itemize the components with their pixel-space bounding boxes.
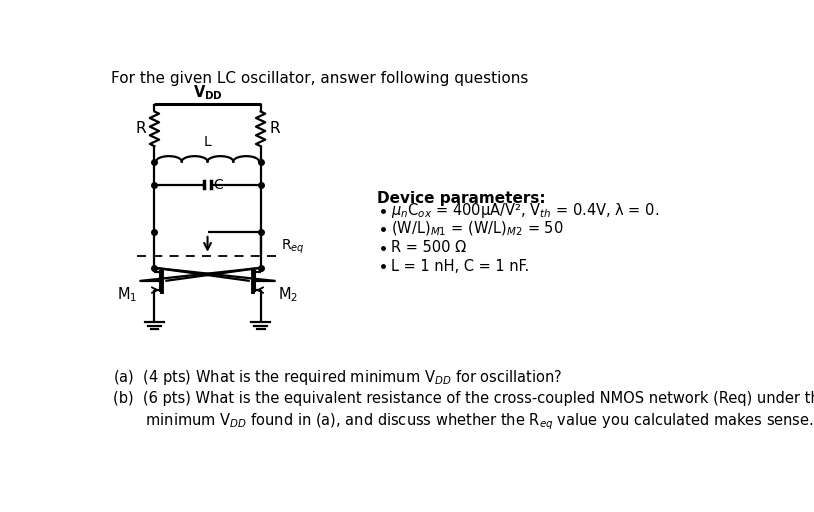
Text: R = 500 Ω: R = 500 Ω	[391, 240, 466, 255]
Text: V$_{\mathbf{DD}}$: V$_{\mathbf{DD}}$	[193, 83, 222, 102]
Text: (W/L)$_{M1}$ = (W/L)$_{M2}$ = 50: (W/L)$_{M1}$ = (W/L)$_{M2}$ = 50	[391, 220, 563, 239]
Text: minimum V$_{DD}$ found in (a), and discuss whether the R$_{eq}$ value you calcul: minimum V$_{DD}$ found in (a), and discu…	[112, 411, 813, 432]
Text: C: C	[213, 178, 223, 191]
Text: M$_2$: M$_2$	[278, 285, 298, 304]
Text: (a)  (4 pts) What is the required minimum V$_{DD}$ for oscillation?: (a) (4 pts) What is the required minimum…	[112, 368, 562, 387]
Text: For the given LC oscillator, answer following questions: For the given LC oscillator, answer foll…	[111, 71, 528, 86]
Text: L = 1 nH, C = 1 nF.: L = 1 nH, C = 1 nF.	[391, 259, 529, 274]
Text: M$_1$: M$_1$	[117, 285, 138, 304]
Text: $\mu_n$C$_{ox}$ = 400μA/V², V$_{th}$ = 0.4V, λ = 0.: $\mu_n$C$_{ox}$ = 400μA/V², V$_{th}$ = 0…	[391, 201, 659, 220]
Text: R: R	[135, 121, 146, 136]
Text: R$_{eq}$: R$_{eq}$	[281, 238, 304, 256]
Text: R: R	[269, 121, 280, 136]
Text: L: L	[204, 135, 212, 149]
Text: Device parameters:: Device parameters:	[377, 191, 545, 206]
Text: (b)  (6 pts) What is the equivalent resistance of the cross-coupled NMOS network: (b) (6 pts) What is the equivalent resis…	[112, 391, 814, 406]
